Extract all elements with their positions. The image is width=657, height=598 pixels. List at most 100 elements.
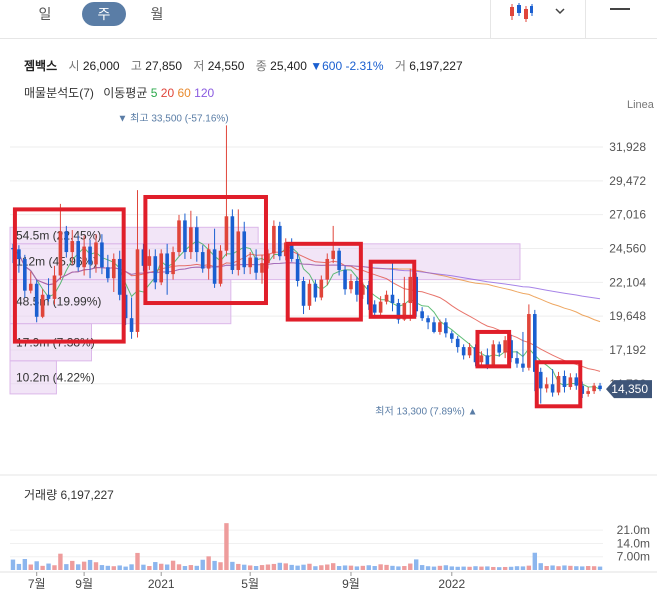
volume-bar <box>265 564 271 570</box>
candle-body <box>343 269 347 290</box>
candle <box>254 249 258 280</box>
volume-bar <box>153 562 158 570</box>
volume-bar <box>372 566 377 570</box>
low-label: 저 <box>193 59 205 73</box>
volume-bar <box>64 564 69 570</box>
stock-name: 젬백스 <box>24 59 58 73</box>
volume-bar <box>301 564 306 570</box>
volume-profile-label: 48.5m (19.99%) <box>16 295 101 309</box>
tab-month[interactable]: 월 <box>150 6 164 22</box>
candle-body <box>260 263 264 273</box>
volume-bar <box>176 564 182 570</box>
candle-body <box>295 258 300 281</box>
scale-type-label[interactable]: Linea <box>627 99 654 111</box>
candle-body <box>230 216 235 270</box>
change-value: ▼600 <box>310 59 343 73</box>
low-value: 24,550 <box>207 59 245 73</box>
candle-body <box>248 257 252 268</box>
volume-bar <box>544 566 549 570</box>
volume-bar <box>449 566 454 570</box>
candle-body <box>147 256 152 266</box>
candle <box>527 304 531 371</box>
volume-bar <box>159 563 164 570</box>
candle-body <box>200 252 205 269</box>
volume-bar <box>277 562 283 570</box>
candle-body <box>515 358 519 364</box>
candle <box>135 190 140 338</box>
volume-tick-label: 14.0m <box>617 536 650 550</box>
moving-average-label[interactable]: 이동평균 <box>103 86 148 100</box>
candle-body <box>64 231 69 253</box>
ma5-label: 5 <box>150 86 158 100</box>
volume-profile-label[interactable]: 매물분석도(7) <box>24 86 94 100</box>
candle <box>100 234 104 275</box>
candle-body <box>586 391 590 394</box>
candle-body <box>129 318 134 332</box>
volume-bar <box>585 566 591 570</box>
candle-body <box>76 241 80 268</box>
candle <box>34 279 39 323</box>
volume-bar <box>532 552 538 570</box>
volume-bar <box>467 566 472 570</box>
volume-bar <box>111 566 116 570</box>
volume-bar <box>194 565 199 570</box>
volume-bar <box>206 556 211 570</box>
volume-bar <box>135 552 140 570</box>
candle <box>390 263 395 312</box>
volume-bar <box>295 565 300 570</box>
candle-body <box>17 249 21 259</box>
candle <box>301 276 306 315</box>
volume-bar <box>336 566 342 570</box>
candle <box>378 296 383 317</box>
candle <box>307 279 312 310</box>
volume-bar <box>526 565 532 570</box>
candle-body <box>159 253 164 283</box>
candle-body <box>206 249 211 269</box>
candle-body <box>444 322 448 334</box>
x-tick-label: 9월 <box>342 577 360 591</box>
y-tick-label: 27,016 <box>609 208 646 222</box>
volume-bar <box>550 565 555 570</box>
candle-body <box>432 322 436 332</box>
volume-bar <box>16 563 22 570</box>
candle-body <box>562 376 567 388</box>
volume-bar <box>141 564 146 570</box>
volume-bar <box>289 564 294 570</box>
tab-day[interactable]: 일 <box>38 6 52 22</box>
volume-bar <box>247 565 253 570</box>
candle <box>574 373 579 390</box>
highlight-box <box>368 259 417 319</box>
change-percent: -2.31% <box>345 59 384 73</box>
candle <box>586 387 590 397</box>
candle <box>497 341 502 357</box>
volume-panel-title: 거래량 6,197,227 <box>24 488 114 502</box>
candle-body <box>106 267 110 279</box>
candle <box>592 382 596 394</box>
chevron-down-icon[interactable] <box>553 4 567 18</box>
candle <box>515 351 519 368</box>
volume-bar <box>431 566 437 570</box>
candle <box>562 370 567 393</box>
volume-bar <box>497 567 502 570</box>
candle-body <box>384 294 389 302</box>
candle <box>159 249 164 286</box>
tab-week[interactable]: 주 <box>82 2 126 26</box>
volume-bar <box>10 559 16 570</box>
volume-bar <box>28 564 33 570</box>
candle <box>230 209 235 275</box>
high-value: 27,850 <box>145 59 182 73</box>
candle-body <box>497 344 502 353</box>
candle <box>408 268 413 321</box>
candle-body <box>194 227 199 253</box>
volume-bar <box>22 559 28 570</box>
volume-bar <box>325 564 330 570</box>
volume-bar <box>425 566 431 570</box>
candle-body <box>449 333 454 339</box>
volume-bar <box>485 566 490 570</box>
candle-chart-type-icon[interactable] <box>508 2 534 24</box>
candle <box>106 254 110 283</box>
menu-icon[interactable] <box>610 8 630 10</box>
candle <box>76 235 80 272</box>
candle <box>343 265 347 295</box>
